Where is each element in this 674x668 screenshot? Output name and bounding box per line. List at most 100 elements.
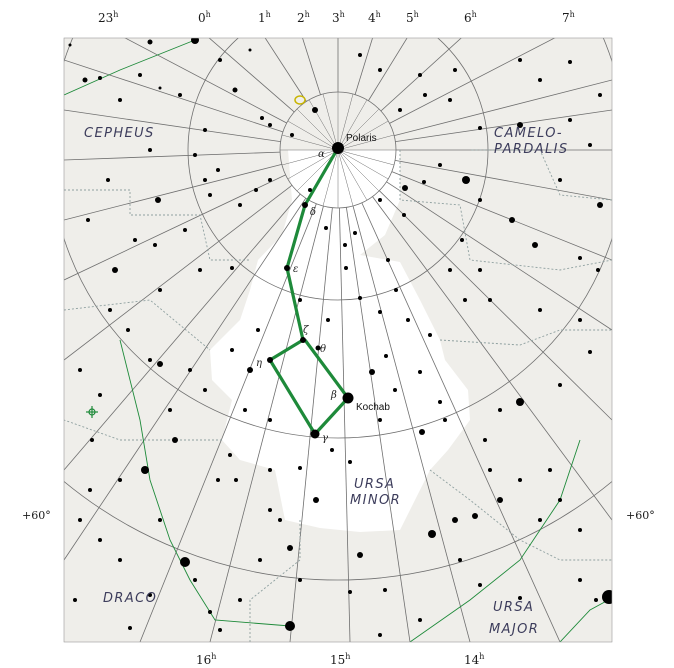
ra-meridian-line [389, 38, 556, 124]
ra-meridian-line [391, 171, 612, 261]
background-star [402, 185, 408, 191]
background-star [460, 238, 464, 242]
background-star [578, 318, 582, 322]
background-star [548, 468, 552, 472]
background-star [386, 258, 390, 262]
background-star [378, 198, 382, 202]
background-star [298, 578, 302, 582]
greek-epsilon: ε [293, 264, 298, 275]
background-star [118, 558, 122, 562]
galaxy-symbol [294, 95, 306, 105]
background-star [597, 202, 603, 208]
delta-umi-star [302, 202, 308, 208]
background-star [448, 98, 452, 102]
background-star [208, 610, 212, 614]
pole-spoke-line [281, 134, 339, 151]
ra-labels-top: 23h 0h 1h 2h 3h 4h 5h 6h 7h [98, 10, 575, 25]
background-star [596, 268, 600, 272]
background-star [230, 348, 234, 352]
background-star [578, 256, 582, 260]
ra-meridian-line [139, 203, 317, 642]
background-star [230, 266, 234, 270]
little-dipper-asterism [268, 147, 350, 436]
background-star [98, 393, 102, 397]
background-star [178, 93, 182, 97]
ra-label-4h: 4h [368, 10, 381, 25]
background-star [378, 418, 382, 422]
background-star [98, 76, 102, 80]
background-star [324, 226, 328, 230]
label-cepheus: CEPHEUS [84, 126, 155, 141]
background-star [478, 126, 482, 130]
background-star [148, 148, 152, 152]
background-star [268, 468, 272, 472]
background-star [298, 466, 302, 470]
ra-meridian-line [64, 198, 307, 561]
background-star [260, 116, 264, 120]
background-star [406, 318, 410, 322]
greek-gamma: γ [322, 433, 328, 444]
greek-zeta: ζ [303, 325, 309, 336]
pole-spoke-line [337, 108, 380, 151]
background-star [602, 590, 612, 604]
background-star [568, 118, 572, 122]
ra-meridian-line [379, 190, 612, 421]
background-star [326, 318, 330, 322]
background-star [285, 621, 295, 631]
background-star [594, 598, 598, 602]
background-star [158, 288, 162, 292]
background-star [216, 478, 220, 482]
background-star [378, 633, 382, 637]
background-star [402, 213, 406, 217]
background-star [133, 238, 137, 242]
greek-delta: δ [310, 207, 316, 218]
background-star [478, 198, 482, 202]
label-camelopardalis-2: PARDALIS [494, 142, 569, 157]
background-star [238, 203, 242, 207]
background-star [538, 78, 542, 82]
ra-label-15h: 15h [330, 652, 350, 667]
background-star [128, 626, 132, 630]
dec-label-left: +60° [22, 509, 51, 522]
ra-meridian-line [394, 79, 612, 137]
background-star [218, 628, 222, 632]
pole-spoke-line [337, 149, 368, 201]
background-star [155, 197, 161, 203]
background-star [198, 268, 202, 272]
ra-meridian-line [64, 163, 282, 221]
zeta-umi-star [300, 337, 306, 343]
pole-spoke-line [337, 99, 368, 151]
ra-meridian-line [208, 38, 295, 113]
ra-meridian-line [64, 109, 281, 143]
background-star [278, 518, 282, 522]
ra-meridian-line [394, 160, 612, 201]
background-star [568, 60, 572, 64]
ra-label-7h: 7h [562, 10, 575, 25]
background-star [268, 508, 272, 512]
background-star [452, 517, 458, 523]
background-star [183, 228, 187, 232]
background-star [518, 478, 522, 482]
ra-label-1h: 1h [258, 10, 271, 25]
background-star [148, 593, 152, 597]
eta-umi-star [267, 357, 273, 363]
background-star [180, 557, 190, 567]
background-star [172, 437, 178, 443]
background-star [153, 243, 157, 247]
ra-meridian-line [64, 184, 293, 361]
background-star [298, 298, 302, 302]
background-star [247, 367, 253, 373]
background-star [78, 518, 82, 522]
pole-spoke-line [337, 149, 380, 192]
background-star [453, 68, 457, 72]
background-star [353, 231, 357, 235]
background-star [378, 68, 382, 72]
background-star [86, 218, 90, 222]
ra-meridian-line [354, 38, 373, 95]
ra-label-6h: 6h [464, 10, 477, 25]
ra-meridian-line [352, 205, 471, 642]
background-star [158, 518, 162, 522]
label-ursa-minor-1: URSA [354, 477, 395, 492]
ra-labels-bottom: 16h 15h 14h [196, 652, 484, 667]
